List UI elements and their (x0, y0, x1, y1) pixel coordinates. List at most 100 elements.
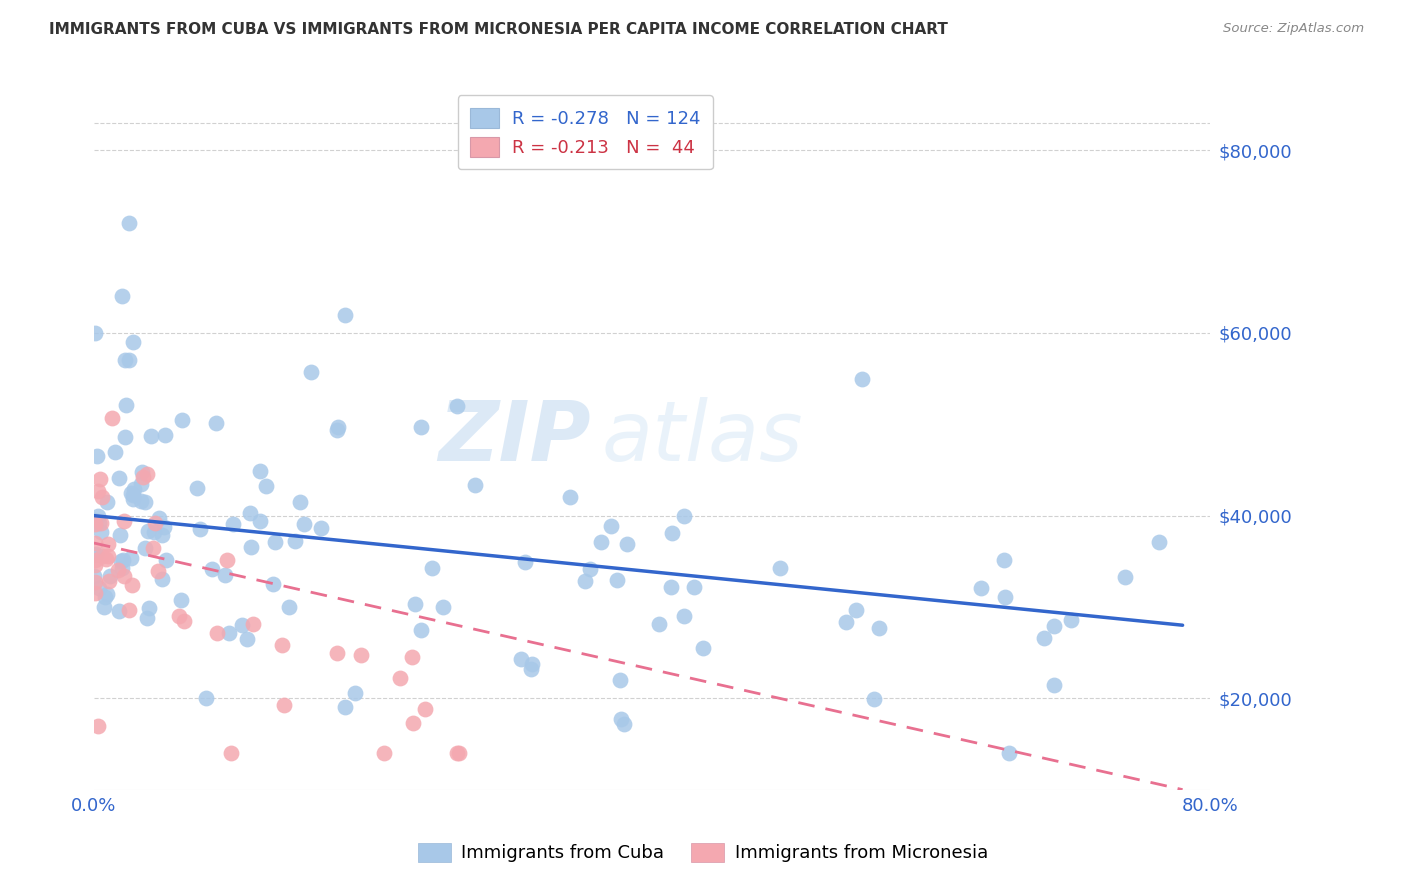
Point (93, 600, 115, 615)
Point (673, 508, 696, 523)
Point (262, 576, 284, 591)
Point (122, 335, 145, 350)
Point (239, 540, 262, 554)
Point (131, 465, 153, 479)
Point (661, 526, 683, 541)
Point (1114, 570, 1136, 584)
Point (104, 445, 127, 459)
Point (90, 549, 112, 563)
Point (111, 553, 134, 567)
Point (613, 717, 636, 731)
Point (173, 614, 195, 628)
Point (84, 548, 107, 562)
Point (205, 626, 228, 640)
Point (136, 524, 159, 538)
Point (87, 581, 110, 595)
Point (409, 420, 432, 434)
Point (420, 561, 443, 575)
Point (333, 308, 356, 322)
Point (659, 580, 682, 594)
Point (94, 552, 117, 566)
Point (129, 494, 152, 508)
Point (155, 553, 177, 567)
Point (170, 593, 193, 607)
Point (111, 289, 134, 303)
Point (672, 609, 695, 624)
Point (91, 491, 114, 505)
Point (122, 482, 145, 496)
Point (112, 515, 135, 529)
Point (692, 640, 714, 655)
Point (108, 604, 131, 618)
Point (141, 429, 163, 443)
Point (231, 618, 253, 632)
Point (121, 578, 143, 592)
Point (1043, 619, 1066, 633)
Point (134, 541, 156, 556)
Point (153, 428, 176, 442)
Point (344, 686, 367, 700)
Point (264, 535, 287, 549)
Point (288, 494, 311, 508)
Point (464, 478, 486, 492)
Point (242, 616, 264, 631)
Point (83, 326, 105, 340)
Point (87, 719, 110, 733)
Point (90, 516, 112, 530)
Point (589, 534, 612, 549)
Point (413, 702, 436, 716)
Point (145, 516, 167, 530)
Point (402, 715, 425, 730)
Point (90, 524, 112, 539)
Point (194, 691, 217, 706)
Point (446, 399, 468, 413)
Point (1147, 535, 1170, 549)
Point (350, 648, 373, 662)
Point (114, 430, 136, 444)
Point (150, 527, 173, 541)
Point (83, 513, 105, 527)
Point (146, 565, 169, 579)
Y-axis label: Per Capita Income: Per Capita Income (0, 368, 7, 508)
Point (284, 534, 307, 549)
Point (107, 563, 129, 577)
Point (101, 411, 124, 425)
Point (96, 587, 118, 601)
Point (96, 495, 118, 509)
Point (254, 479, 277, 493)
Point (205, 416, 228, 430)
Point (150, 572, 173, 586)
Point (609, 673, 631, 688)
Point (188, 522, 211, 536)
Point (98, 568, 121, 582)
Point (239, 506, 262, 520)
Point (132, 469, 155, 483)
Point (120, 486, 142, 500)
Point (97, 549, 120, 563)
Point (1032, 632, 1054, 646)
Point (98, 574, 121, 588)
Point (326, 424, 349, 438)
Point (87, 508, 110, 523)
Point (142, 541, 165, 555)
Text: atlas: atlas (602, 398, 804, 478)
Point (114, 353, 136, 368)
Point (994, 590, 1017, 604)
Point (89, 472, 111, 486)
Point (373, 746, 395, 760)
Point (86, 450, 108, 464)
Legend: R = -0.278   N = 124, R = -0.213   N =  44: R = -0.278 N = 124, R = -0.213 N = 44 (457, 95, 713, 169)
Point (863, 691, 886, 706)
Point (579, 562, 602, 576)
Point (219, 746, 242, 760)
Point (616, 537, 638, 551)
Point (515, 555, 537, 569)
Point (118, 353, 141, 368)
Point (222, 517, 245, 532)
Point (520, 662, 543, 676)
Text: Source: ZipAtlas.com: Source: ZipAtlas.com (1223, 22, 1364, 36)
Point (84, 517, 107, 532)
Point (309, 521, 332, 535)
Text: ZIP: ZIP (439, 398, 591, 478)
Point (148, 511, 170, 525)
